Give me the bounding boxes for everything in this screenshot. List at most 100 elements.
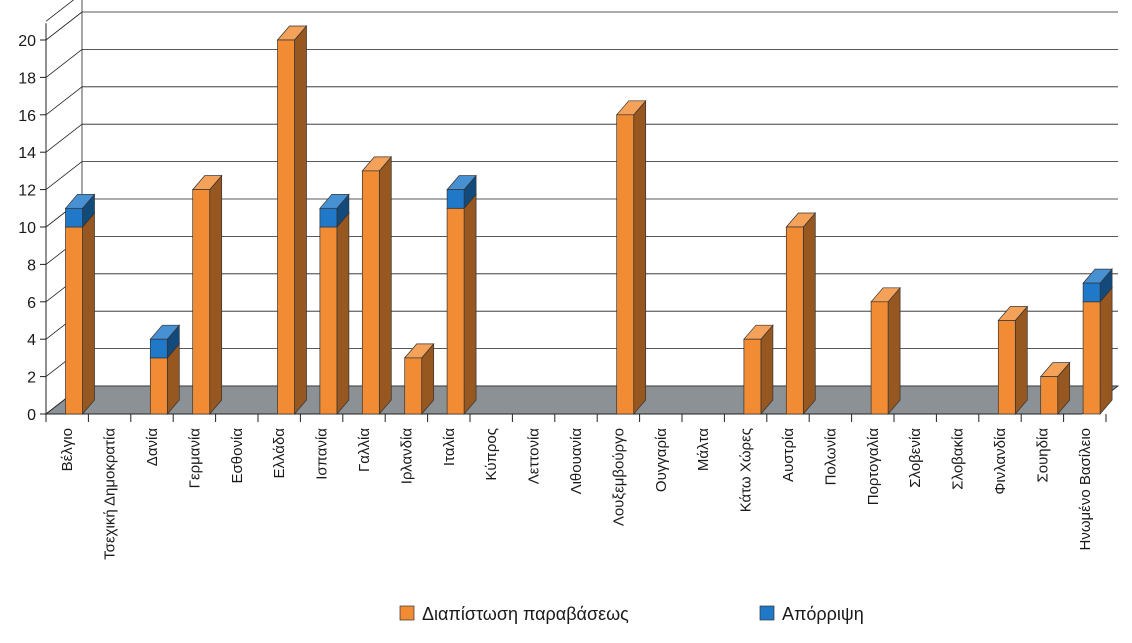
y-tick-label: 8 — [27, 257, 36, 274]
bar-violation — [191, 174, 223, 415]
x-tick-label: Αυστρία — [780, 428, 797, 482]
gridline-diagonal — [45, 123, 83, 153]
gridline-diagonal — [45, 161, 83, 190]
bar-side — [209, 174, 223, 415]
bar-front — [319, 207, 338, 228]
bar-side — [378, 155, 392, 415]
x-tick-label: Ουγγαρία — [653, 428, 670, 492]
x-tick-label: Λεττονία — [526, 428, 543, 485]
x-tick-label: Εσθονία — [229, 428, 246, 484]
bar-side — [336, 212, 350, 415]
bar-side — [802, 212, 816, 415]
bar-violation — [997, 305, 1029, 415]
legend-swatch-violation — [399, 605, 415, 621]
x-tick-label: Φινλανδία — [992, 428, 1009, 495]
legend: Διαπίστωση παραβάσεως Απόρριψη — [399, 604, 864, 624]
y-tick-label: 10 — [18, 220, 36, 237]
x-tick-label: Λουξεμβούργο — [610, 428, 627, 526]
bar-front — [361, 170, 380, 415]
bar-front — [149, 338, 168, 359]
bar-front — [1040, 376, 1059, 415]
bar-side — [760, 324, 774, 415]
bar-violation — [64, 212, 96, 415]
bar-front — [404, 357, 423, 415]
x-tick-label: Σλοβενία — [907, 428, 924, 488]
bar-side — [82, 212, 95, 415]
bar-violation — [361, 155, 393, 415]
y-tick-label: 18 — [18, 70, 36, 87]
bar-front — [1082, 282, 1101, 303]
bar-front — [870, 301, 889, 415]
x-tick-label: Σλοβακία — [950, 428, 967, 490]
y-tick-labels: 0 2 4 6 8 10 12 14 16 18 20 — [18, 33, 36, 424]
x-tick-label: Κύπρος — [483, 428, 500, 481]
y-tick-label: 0 — [27, 407, 36, 424]
bar-rejection — [446, 174, 477, 210]
x-tick-label: Σουηδία — [1034, 428, 1051, 483]
x-tick-label: Ισπανία — [314, 428, 331, 480]
x-tick-label: Λιθουανία — [568, 428, 585, 495]
x-tick-label: Γαλλία — [356, 428, 373, 472]
bars — [64, 25, 1113, 415]
x-tick-label: Γερμανία — [186, 428, 203, 489]
bar-front — [65, 207, 83, 228]
x-tick-label: Ιρλανδία — [398, 428, 415, 485]
bar-side — [463, 193, 477, 415]
bar-violation — [785, 212, 817, 415]
x-tick-label: Μάλτα — [695, 428, 712, 471]
bar-front — [277, 39, 295, 415]
y-tick-label: 16 — [18, 108, 36, 125]
legend-label-violation: Διαπίστωση παραβάσεως — [422, 604, 629, 624]
bar-violation — [615, 99, 647, 415]
bar-violation — [319, 212, 350, 415]
bar-rejection — [149, 324, 181, 359]
y-tick-label: 14 — [18, 145, 36, 162]
legend-label-rejection: Απόρριψη — [782, 604, 864, 624]
x-tick-labels: Βέλγιο Τσεχική Δημοκρατία Δανία Γερμανία Εσθ… — [59, 428, 1094, 560]
bar-front — [743, 338, 762, 415]
bar-violation — [403, 342, 435, 415]
bar-front — [446, 189, 465, 209]
x-tick-label: Ιταλία — [441, 428, 458, 466]
bar-side — [1014, 305, 1028, 415]
bar-front — [319, 226, 338, 415]
bar-rejection — [64, 193, 96, 228]
bar-violation — [276, 25, 308, 415]
bar-side — [294, 25, 307, 415]
bar-violation — [743, 324, 774, 415]
gridline-diagonal — [45, 0, 75, 22]
y-tick-label: 2 — [27, 370, 36, 387]
bar-side — [633, 99, 647, 415]
legend-swatch-rejection — [759, 605, 775, 621]
y-tick-label: 20 — [18, 33, 36, 50]
gridline-diagonal — [45, 86, 83, 116]
y-tick-label: 4 — [27, 332, 36, 349]
bar-violation — [1082, 286, 1113, 415]
gridline-diagonal — [45, 11, 83, 41]
axes — [40, 23, 1107, 422]
x-tick-label: Κάτω Χώρες — [738, 428, 755, 512]
bar-front — [149, 357, 168, 415]
gridline-diagonal — [45, 49, 83, 78]
bar-front — [616, 114, 635, 415]
bar-rejection — [319, 193, 350, 228]
bar-violation — [1039, 361, 1071, 415]
bar-rejection — [1082, 268, 1113, 303]
y-tick-label: 6 — [27, 295, 36, 312]
x-tick-label: Δανία — [144, 428, 161, 467]
x-tick-label: Ηνωμένο Βασίλειο — [1077, 428, 1094, 551]
bar-violation — [446, 193, 477, 415]
bar-front — [1082, 301, 1101, 415]
x-tick-label: Βέλγιο — [59, 428, 76, 471]
x-tick-label: Πολωνία — [822, 428, 839, 486]
bar-front — [997, 320, 1016, 415]
y-tick-label: 12 — [18, 183, 36, 200]
bar-front — [192, 189, 211, 415]
x-tick-label: Τσεχική Δημοκρατία — [102, 428, 119, 560]
bar-side — [1099, 286, 1113, 415]
x-tick-label: Πορτογαλία — [865, 428, 882, 506]
bar-front — [785, 226, 804, 415]
bar-violation — [870, 286, 901, 415]
